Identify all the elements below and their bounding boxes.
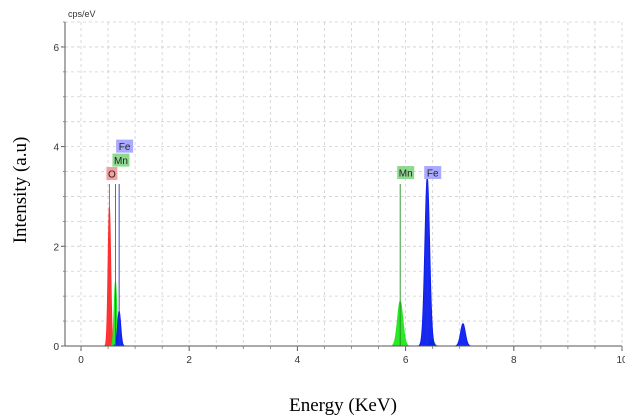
tag-box-fe xyxy=(424,166,442,180)
tag-box-mn xyxy=(112,153,130,167)
axes: 0 2 4 6 8 10 0 2 4 6 xyxy=(53,21,625,366)
y-unit-label: cps/eV xyxy=(68,9,96,19)
tag-label-fe: Fe xyxy=(119,142,131,153)
x-axis-title: Energy (KeV) xyxy=(289,395,397,416)
x-tick-label: 2 xyxy=(186,355,192,366)
y-tick-label: 2 xyxy=(53,242,59,253)
tag-label-mn: Mn xyxy=(399,169,413,180)
x-tick-label: 10 xyxy=(616,355,625,366)
tag-label-o: O xyxy=(108,170,116,181)
tag-box-o xyxy=(106,167,118,181)
element-annotations: O Mn Fe Mn Fe xyxy=(106,139,442,346)
y-tick-label: 0 xyxy=(53,342,59,353)
y-tick-label: 4 xyxy=(53,143,59,154)
x-tick-label: 4 xyxy=(295,355,301,366)
tag-box-fe xyxy=(116,139,134,153)
grid-lines xyxy=(65,21,623,346)
spectrum-areas xyxy=(103,176,474,347)
y-tick-label: 6 xyxy=(53,43,59,54)
x-tick-label: 6 xyxy=(403,355,409,366)
peak-fe xyxy=(452,323,474,347)
tag-label-mn: Mn xyxy=(114,156,128,167)
x-tick-label: 0 xyxy=(78,355,84,366)
tag-label-fe: Fe xyxy=(427,169,439,180)
x-tick-label: 8 xyxy=(511,355,517,366)
tag-box-mn xyxy=(397,166,415,180)
y-axis-title: Intensity (a.u) xyxy=(10,137,31,244)
